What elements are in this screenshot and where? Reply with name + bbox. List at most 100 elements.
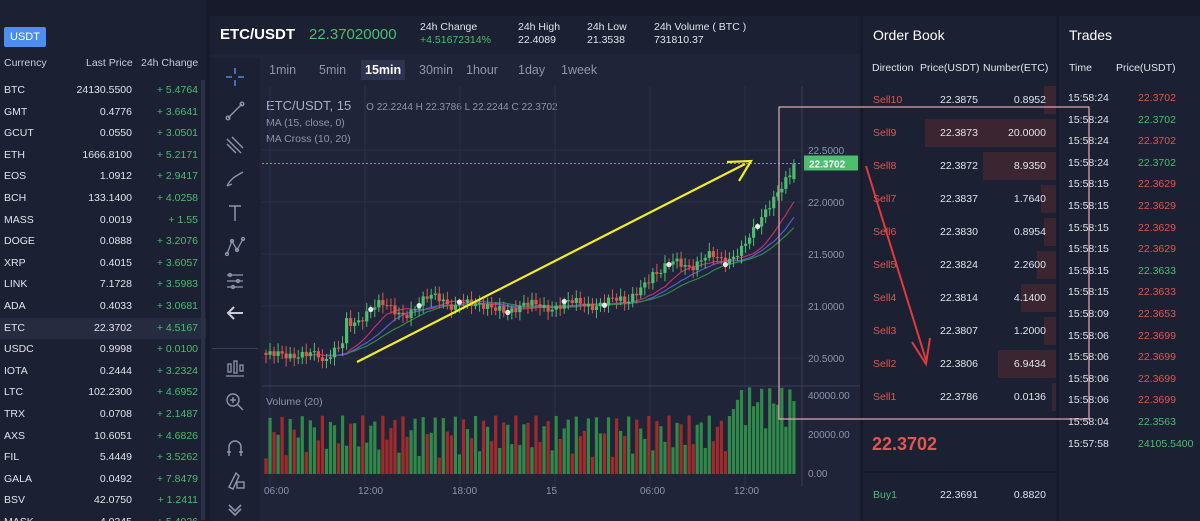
market-row-fil[interactable]: FIL 5.4449 + 3.5262: [0, 447, 206, 468]
ask-row[interactable]: Sell1 22.3786 0.0136: [863, 381, 1056, 413]
lock-icon[interactable]: [220, 467, 250, 493]
timeframe-1min[interactable]: 1min: [269, 63, 297, 77]
crosshair-icon[interactable]: [220, 64, 250, 90]
fork-icon[interactable]: [220, 132, 250, 158]
market-row-mask[interactable]: MASK 4.0345 + 5.4926: [0, 512, 206, 521]
candle-body: [328, 357, 333, 359]
volume-bar: [610, 456, 615, 474]
trend-line-icon[interactable]: [220, 98, 250, 124]
ma-cross-marker: [416, 302, 422, 309]
market-row-gcut[interactable]: GCUT 0.0550 + 3.0501: [0, 123, 206, 144]
header-last-price[interactable]: Last Price: [86, 57, 133, 69]
trade-price: 22.3702: [1138, 92, 1176, 104]
ask-row[interactable]: Sell5 22.3824 2.2600: [863, 249, 1056, 281]
ask-row[interactable]: Sell8 22.3872 8.9350: [863, 150, 1056, 182]
back-arrow-icon[interactable]: [220, 300, 250, 326]
chevron-down-icon[interactable]: [220, 496, 250, 521]
brush-icon[interactable]: [220, 166, 250, 192]
market-row-eos[interactable]: EOS 1.0912 + 2.9417: [0, 166, 206, 187]
market-change: + 4.6826: [156, 429, 198, 442]
candle-body: [566, 300, 570, 302]
magnet-icon[interactable]: [220, 435, 250, 461]
header-24h-change[interactable]: 24h Change: [141, 57, 199, 69]
candle-body: [401, 312, 405, 315]
market-row-gmt[interactable]: GMT 0.4776 + 3.6641: [0, 102, 206, 123]
ask-row[interactable]: Sell10 22.3875 0.8952: [863, 84, 1056, 116]
volume-bar: [723, 451, 728, 474]
trade-price: 22.3633: [1138, 286, 1176, 299]
volume-bar: [490, 441, 494, 474]
candle-body: [312, 351, 316, 353]
market-row-ltc[interactable]: LTC 102.2300 + 4.6952: [0, 382, 206, 403]
ask-row[interactable]: Sell4 22.3814 4.1400: [863, 282, 1056, 314]
market-row-mass[interactable]: MASS 0.0019 + 1.55: [0, 210, 206, 231]
direction-label: Buy1: [873, 489, 897, 501]
ask-row[interactable]: Sell7 22.3837 1.7640: [863, 183, 1056, 215]
market-row-etc[interactable]: ETC 22.3702 + 4.5167: [0, 317, 206, 339]
bid-row[interactable]: Buy1 22.3691 0.8820: [863, 479, 1056, 511]
market-row-bch[interactable]: BCH 133.1400 + 4.0258: [0, 188, 206, 209]
market-row-xrp[interactable]: XRP 0.4015 + 3.6057: [0, 253, 206, 274]
candle-body: [482, 303, 486, 309]
volume-bar: [429, 432, 433, 474]
indicator-ma-cross[interactable]: MA Cross (10, 20): [266, 133, 351, 145]
volume-bar: [558, 438, 562, 474]
volume-bar: [441, 418, 445, 474]
volume-bar: [731, 409, 736, 474]
trade-time: 15:58:06: [1068, 351, 1109, 364]
ask-row[interactable]: Sell3 22.3807 1.2000: [863, 315, 1056, 347]
market-row-usdc[interactable]: USDC 0.9998 + 0.0100: [0, 339, 206, 360]
ask-row[interactable]: Sell9 22.3873 20.0000: [863, 117, 1056, 149]
market-row-axs[interactable]: AXS 10.6051 + 4.6826: [0, 426, 206, 447]
ask-row[interactable]: Sell6 22.3830 0.8954: [863, 216, 1056, 248]
timeframe-1day[interactable]: 1day: [518, 63, 546, 77]
market-row-doge[interactable]: DOGE 0.0888 + 3.2076: [0, 231, 206, 252]
market-price: 1.0912: [99, 170, 132, 183]
market-row-btc[interactable]: BTC 24130.5500 + 5.4764: [0, 80, 206, 101]
market-change: + 0.0100: [156, 343, 198, 356]
timeframe-1week[interactable]: 1week: [561, 63, 598, 77]
zoom-icon[interactable]: [220, 389, 250, 415]
volume-bar: [437, 457, 441, 474]
pattern-icon[interactable]: [220, 234, 250, 260]
market-change: + 2.1487: [156, 408, 198, 420]
ask-qty: 1.2000: [1013, 325, 1046, 337]
header-currency[interactable]: Currency: [4, 57, 47, 69]
trade-row: 15:58:06 22.3699: [1059, 326, 1200, 347]
ask-row[interactable]: Sell2 22.3806 6.9434: [863, 348, 1056, 380]
timeframe-30min[interactable]: 30min: [419, 63, 454, 77]
market-row-gala[interactable]: GALA 0.0492 + 7.8479: [0, 469, 206, 490]
volume-bar: [727, 416, 732, 474]
candle-body: [534, 299, 538, 305]
market-row-trx[interactable]: TRX 0.0708 + 2.1487: [0, 404, 206, 425]
fib-icon[interactable]: [220, 268, 250, 294]
market-row-eth[interactable]: ETH 1666.8100 + 5.2171: [0, 145, 206, 166]
volume-bar: [703, 447, 707, 474]
trade-time: 15:58:15: [1068, 178, 1109, 191]
market-row-ada[interactable]: ADA 0.4033 + 3.0681: [0, 296, 206, 317]
text-icon[interactable]: [220, 200, 250, 226]
candle-body: [494, 307, 498, 311]
market-row-link[interactable]: LINK 7.1728 + 3.5983: [0, 274, 206, 295]
tab-usdt[interactable]: USDT: [4, 27, 46, 47]
volume-bar: [413, 418, 417, 474]
candle-body: [357, 320, 361, 323]
volume-bar: [465, 429, 470, 474]
indicator-ma[interactable]: MA (15, close, 0): [266, 117, 345, 129]
candle-body: [582, 303, 586, 307]
volume-bar: [457, 454, 462, 474]
ma-line: [346, 227, 795, 355]
candle-body: [441, 299, 445, 302]
candlestick-chart[interactable]: 22.5000 22.0000 21.5000 21.0000 20.5000 40000…: [262, 86, 860, 516]
timeframe-15min[interactable]: 15min: [361, 60, 406, 80]
volume-bar: [764, 428, 768, 474]
trade-time: 15:58:06: [1068, 329, 1109, 342]
market-scrollbar[interactable]: [201, 80, 205, 520]
candle-body: [679, 258, 683, 267]
timeframe-1hour[interactable]: 1hour: [466, 63, 498, 77]
market-row-iota[interactable]: IOTA 0.2444 + 3.2324: [0, 361, 206, 382]
volume-bar: [461, 419, 466, 474]
market-row-bsv[interactable]: BSV 42.0750 + 1.2411: [0, 490, 206, 511]
timeframe-5min[interactable]: 5min: [319, 63, 347, 77]
indicators-icon[interactable]: [220, 355, 250, 381]
